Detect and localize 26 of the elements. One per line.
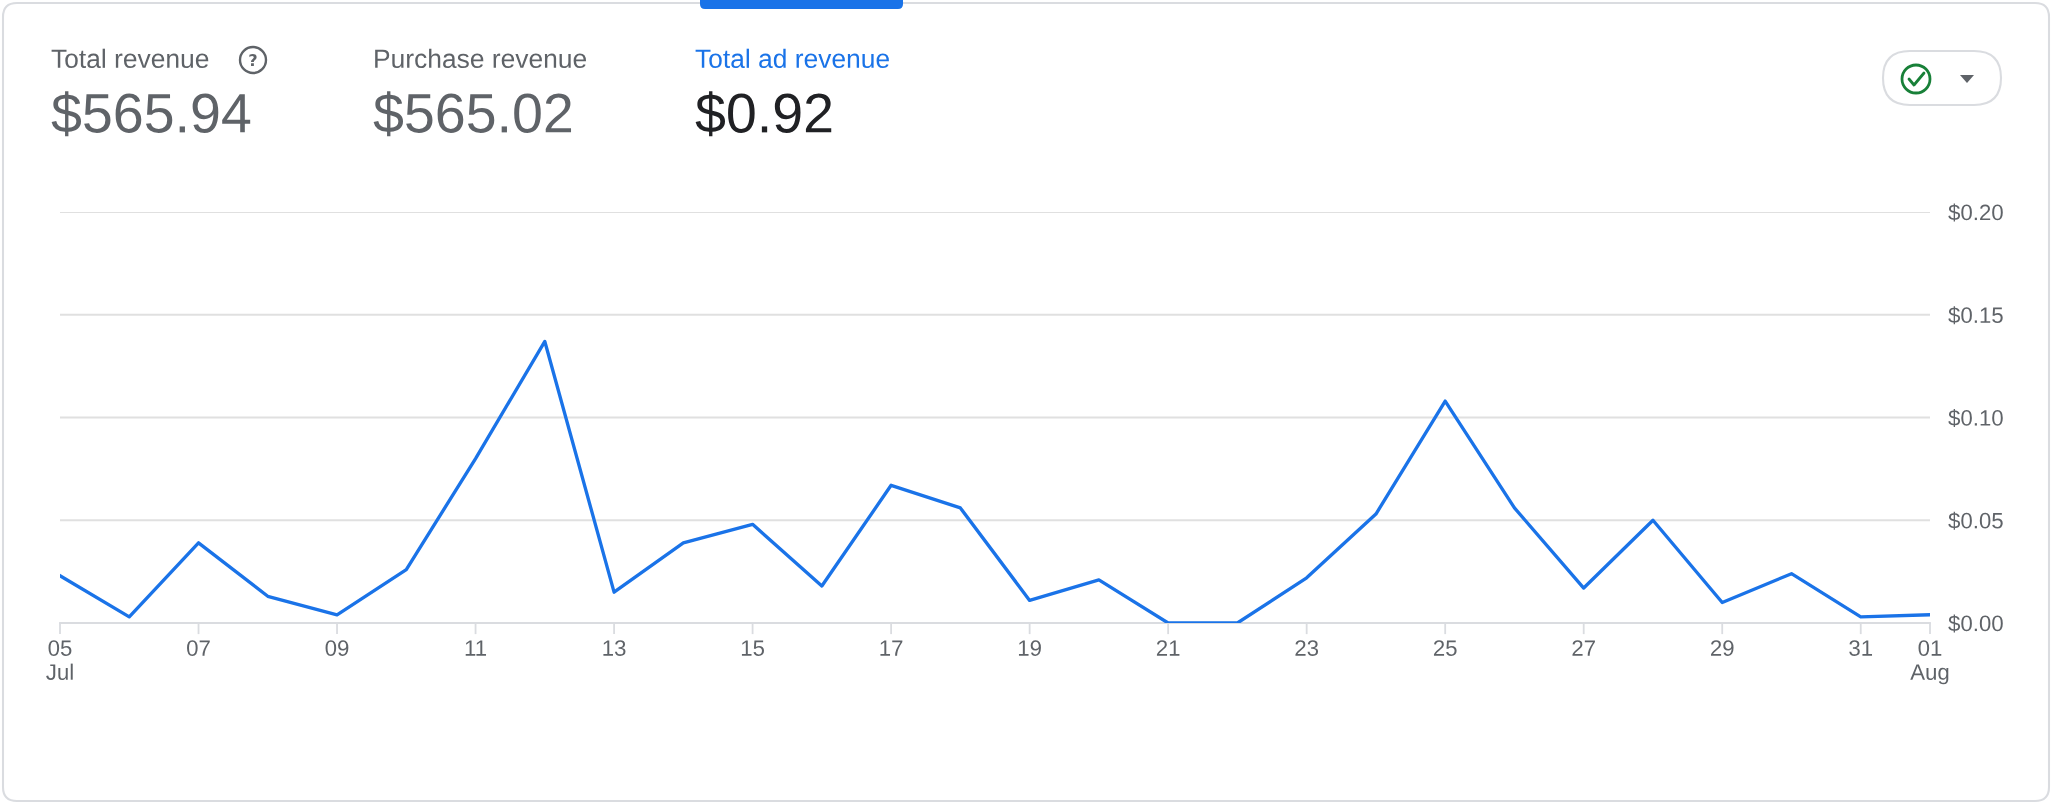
x-tick-label: 25	[1433, 640, 1457, 656]
x-tick-label: 11	[465, 640, 487, 656]
text: Purchase revenue	[375, 48, 587, 69]
y-tick-label: $0.20	[1948, 203, 2003, 222]
y-tick-label: $0.15	[1948, 306, 2003, 325]
x-tick-label: 23	[1295, 640, 1319, 656]
x-tick-label: 01 Aug	[1910, 640, 1949, 685]
x-tick-label: 27	[1572, 640, 1595, 656]
x-tick-label: 13	[603, 640, 626, 656]
x-tick-label: 21	[1156, 640, 1180, 656]
chart-title: Total ad revenue	[695, 48, 889, 69]
chart-subtitle: $0.92	[695, 91, 832, 137]
x-tick-label: 31	[1849, 640, 1873, 656]
y-tick-label: $0.05	[1948, 511, 2003, 530]
text: $565.94	[51, 91, 251, 137]
x-tick-label: 15	[741, 640, 765, 656]
x-tick-label: 17	[880, 640, 903, 656]
x-tick-label: 05 Jul	[46, 640, 73, 680]
y-tick-label: $0.00	[1948, 614, 2003, 633]
text: Total revenue	[51, 48, 209, 69]
x-tick-label: 29	[1710, 640, 1734, 656]
x-tick-label: 19	[1018, 640, 1041, 656]
y-tick-label: $0.10	[1948, 409, 2003, 428]
text: $565.02	[373, 91, 572, 137]
x-tick-label: 09	[325, 640, 349, 656]
x-tick-label: 07	[187, 640, 210, 656]
